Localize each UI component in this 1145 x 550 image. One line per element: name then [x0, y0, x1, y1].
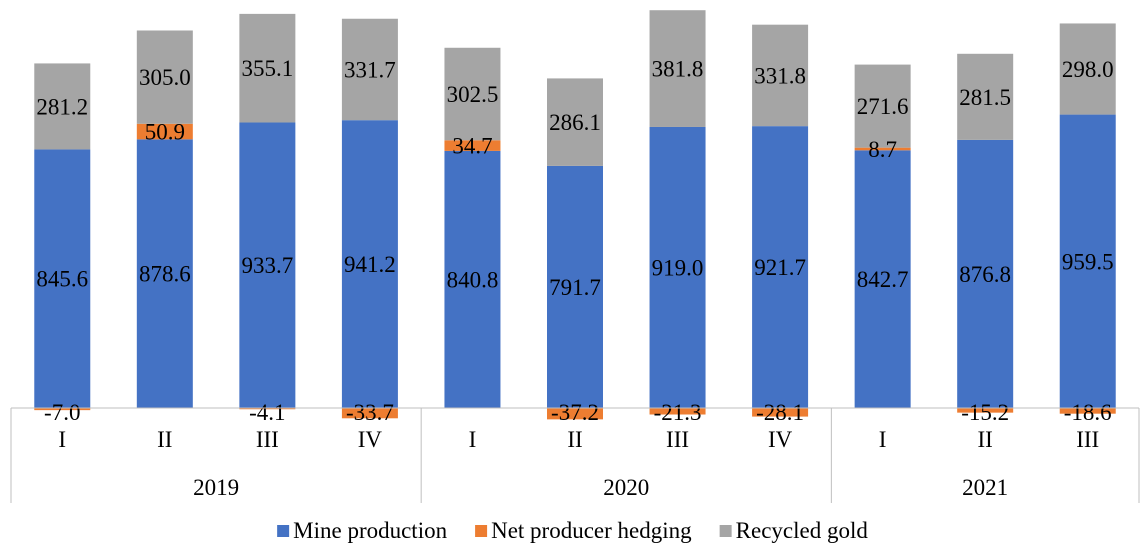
- legend-swatch: [277, 525, 290, 537]
- data-label-recycled-gold: 271.6: [857, 94, 909, 119]
- bar-recycled-gold: [1059, 23, 1116, 115]
- bar-mine-production: [957, 139, 1014, 408]
- bar-recycled-gold: [341, 18, 398, 121]
- data-label-net-producer-hedging: 8.7: [868, 137, 897, 162]
- legend-label: Net producer hedging: [491, 518, 692, 543]
- x-group-label: 2019: [193, 475, 239, 500]
- data-label-recycled-gold: 381.8: [652, 57, 704, 82]
- data-label-mine-production: 840.8: [447, 267, 499, 292]
- x-tick-label: I: [469, 427, 477, 452]
- data-label-recycled-gold: 302.5: [447, 82, 499, 107]
- bar-net-producer-hedging: [957, 408, 1014, 413]
- bar-recycled-gold: [34, 63, 91, 150]
- x-tick-label: I: [58, 427, 66, 452]
- data-label-recycled-gold: 305.0: [139, 65, 191, 90]
- bar-net-producer-hedging: [136, 123, 193, 140]
- data-label-recycled-gold: 331.7: [344, 57, 396, 82]
- data-label-mine-production: 791.7: [549, 275, 601, 300]
- data-label-recycled-gold: 355.1: [241, 56, 293, 81]
- data-label-mine-production: 878.6: [139, 262, 191, 287]
- data-label-mine-production: 919.0: [652, 255, 704, 280]
- data-label-mine-production: 845.6: [36, 267, 88, 292]
- bar-net-producer-hedging: [239, 408, 296, 410]
- data-label-recycled-gold: 281.2: [36, 94, 88, 119]
- bar-recycled-gold: [649, 10, 706, 127]
- data-label-mine-production: 842.7: [857, 267, 909, 292]
- legend-swatch: [719, 525, 732, 537]
- data-label-net-producer-hedging: -7.0: [44, 400, 80, 425]
- bar-mine-production: [341, 120, 398, 409]
- data-label-net-producer-hedging: -37.2: [551, 400, 599, 425]
- bar-net-producer-hedging: [752, 408, 809, 417]
- data-label-net-producer-hedging: -28.1: [756, 400, 804, 425]
- bar-recycled-gold: [136, 30, 193, 124]
- data-label-net-producer-hedging: -15.2: [961, 400, 1009, 425]
- legend-label: Recycled gold: [736, 518, 869, 543]
- x-tick-label: IV: [768, 427, 793, 452]
- data-label-net-producer-hedging: -4.1: [249, 400, 285, 425]
- bar-mine-production: [34, 149, 91, 408]
- data-label-recycled-gold: 286.1: [549, 110, 601, 135]
- legend-swatch: [475, 525, 488, 537]
- bar-net-producer-hedging: [547, 408, 603, 420]
- x-group-label: 2021: [962, 475, 1008, 500]
- data-label-mine-production: 921.7: [754, 255, 806, 280]
- bar-net-producer-hedging: [649, 408, 706, 415]
- data-label-mine-production: 959.5: [1062, 249, 1114, 274]
- data-label-net-producer-hedging: 50.9: [145, 120, 185, 145]
- bar-recycled-gold: [752, 24, 809, 127]
- bar-mine-production: [547, 165, 603, 408]
- x-tick-label: III: [666, 427, 689, 452]
- bar-mine-production: [136, 139, 193, 408]
- x-tick-label: III: [1076, 427, 1099, 452]
- x-tick-label: II: [978, 427, 993, 452]
- x-tick-label: II: [567, 427, 582, 452]
- x-tick-label: I: [879, 427, 887, 452]
- x-tick-label: III: [256, 427, 279, 452]
- data-label-mine-production: 876.8: [959, 262, 1011, 287]
- x-group-label: 2020: [603, 475, 649, 500]
- bar-recycled-gold: [547, 78, 603, 166]
- bar-recycled-gold: [444, 47, 501, 141]
- data-label-recycled-gold: 298.0: [1062, 57, 1114, 82]
- bar-net-producer-hedging: [444, 140, 501, 151]
- data-label-net-producer-hedging: 34.7: [452, 134, 492, 159]
- bar-mine-production: [649, 126, 706, 409]
- bar-mine-production: [444, 150, 501, 408]
- bar-recycled-gold: [957, 53, 1014, 140]
- data-label-recycled-gold: 281.5: [959, 85, 1011, 110]
- data-label-net-producer-hedging: -33.7: [346, 400, 394, 425]
- bar-net-producer-hedging: [854, 147, 911, 151]
- bar-mine-production: [239, 122, 296, 408]
- bar-mine-production: [1059, 114, 1116, 408]
- bar-recycled-gold: [239, 13, 296, 123]
- bar-mine-production: [854, 150, 911, 408]
- bar-net-producer-hedging: [1059, 408, 1116, 414]
- data-label-net-producer-hedging: -21.3: [654, 400, 702, 425]
- data-label-recycled-gold: 331.8: [754, 63, 806, 88]
- data-label-net-producer-hedging: -18.6: [1064, 400, 1112, 425]
- bar-recycled-gold: [854, 64, 911, 148]
- x-tick-label: II: [157, 427, 172, 452]
- bar-net-producer-hedging: [341, 408, 398, 419]
- legend-label: Mine production: [293, 518, 447, 543]
- data-label-mine-production: 941.2: [344, 252, 396, 277]
- bar-net-producer-hedging: [34, 408, 91, 411]
- x-tick-label: IV: [358, 427, 383, 452]
- bar-mine-production: [752, 126, 809, 409]
- data-label-mine-production: 933.7: [241, 253, 293, 278]
